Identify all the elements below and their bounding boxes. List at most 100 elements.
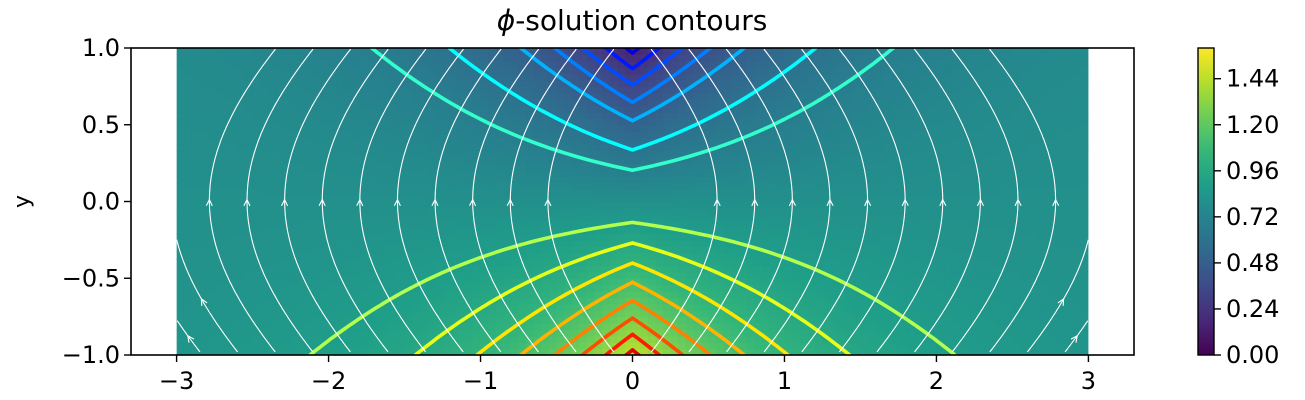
heatmap-cell (845, 163, 854, 171)
heatmap-cell (298, 310, 307, 318)
heatmap-cell (738, 303, 748, 311)
heatmap-cell (754, 207, 763, 215)
heatmap-cell (898, 278, 907, 286)
heatmap-cell (883, 265, 892, 273)
heatmap-cell (275, 316, 284, 324)
heatmap-cell (738, 99, 748, 107)
heatmap-cell (716, 92, 725, 100)
heatmap-cell (716, 348, 725, 355)
heatmap-cell (906, 143, 915, 151)
heatmap-cell (298, 348, 307, 355)
heatmap-cell (457, 323, 466, 331)
heatmap-cell (404, 278, 413, 286)
heatmap-cell (237, 188, 246, 196)
heatmap-cell (381, 150, 390, 158)
heatmap-cell (427, 73, 436, 81)
heatmap-cell (320, 156, 330, 164)
heatmap-cell (404, 67, 413, 75)
heatmap-cell (381, 227, 390, 235)
heatmap-cell (746, 316, 755, 324)
heatmap-cell (510, 118, 520, 126)
heatmap-cell (434, 220, 444, 228)
heatmap-cell (564, 169, 573, 177)
heatmap-cell (860, 335, 869, 343)
heatmap-cell (959, 169, 968, 177)
heatmap-cell (609, 124, 618, 132)
heatmap-cell (351, 278, 360, 286)
heatmap-cell (328, 291, 337, 299)
heatmap-cell (738, 335, 748, 343)
heatmap-cell (244, 163, 254, 171)
heatmap-cell (366, 310, 375, 318)
heatmap-cell (252, 86, 261, 94)
heatmap-cell (412, 214, 421, 222)
heatmap-cell (898, 316, 907, 324)
heatmap-cell (381, 278, 390, 286)
heatmap-cell (716, 156, 725, 164)
heatmap-cell (358, 342, 368, 350)
heatmap-cell (396, 214, 406, 222)
heatmap-cell (951, 303, 960, 311)
heatmap-cell (678, 150, 687, 158)
heatmap-cell (685, 99, 694, 107)
heatmap-cell (320, 163, 330, 171)
heatmap-cell (465, 227, 474, 235)
heatmap-cell (290, 48, 299, 55)
heatmap-cell (579, 60, 588, 68)
heatmap-cell (602, 323, 611, 331)
heatmap-cell (229, 105, 238, 113)
heatmap-cell (526, 169, 535, 177)
heatmap-cell (282, 310, 292, 318)
heatmap-cell (913, 259, 922, 267)
heatmap-cell (305, 92, 314, 100)
heatmap-cell (868, 188, 877, 196)
heatmap-cell (959, 195, 968, 203)
heatmap-cell (868, 182, 877, 190)
heatmap-cell (313, 156, 322, 164)
heatmap-cell (799, 323, 808, 331)
heatmap-cell (761, 220, 770, 228)
heatmap-cell (662, 233, 672, 241)
heatmap-cell (282, 303, 292, 311)
heatmap-cell (495, 131, 504, 139)
heatmap-cell (685, 342, 694, 350)
heatmap-cell (883, 259, 892, 267)
heatmap-cell (176, 291, 185, 299)
heatmap-cell (662, 195, 672, 203)
heatmap-cell (875, 227, 884, 235)
heatmap-cell (776, 73, 786, 81)
heatmap-cell (837, 335, 846, 343)
heatmap-cell (404, 124, 413, 132)
heatmap-cell (883, 124, 892, 132)
heatmap-cell (936, 239, 945, 247)
heatmap-cell (624, 284, 634, 292)
heatmap-cell (419, 86, 428, 94)
heatmap-cell (830, 137, 839, 145)
heatmap-cell (313, 246, 322, 254)
heatmap-cell (328, 175, 337, 183)
heatmap-cell (541, 348, 550, 355)
heatmap-cell (936, 329, 945, 337)
heatmap-cell (678, 233, 687, 241)
heatmap-cell (313, 239, 322, 247)
heatmap-cell (852, 252, 862, 260)
heatmap-cell (267, 316, 276, 324)
heatmap-cell (351, 329, 360, 337)
heatmap-cell (214, 303, 223, 311)
heatmap-cell (366, 220, 375, 228)
heatmap-cell (624, 131, 634, 139)
heatmap-cell (275, 79, 284, 87)
heatmap-cell (754, 201, 763, 209)
heatmap-cell (389, 207, 398, 215)
heatmap-cell (366, 143, 375, 151)
heatmap-cell (290, 316, 299, 324)
heatmap-cell (784, 284, 793, 292)
heatmap-cell (602, 284, 611, 292)
heatmap-cell (396, 278, 406, 286)
heatmap-cell (898, 150, 907, 158)
heatmap-cell (837, 150, 846, 158)
heatmap-cell (617, 175, 626, 183)
heatmap-cell (609, 323, 618, 331)
heatmap-cell (427, 227, 436, 235)
heatmap-cell (852, 99, 862, 107)
